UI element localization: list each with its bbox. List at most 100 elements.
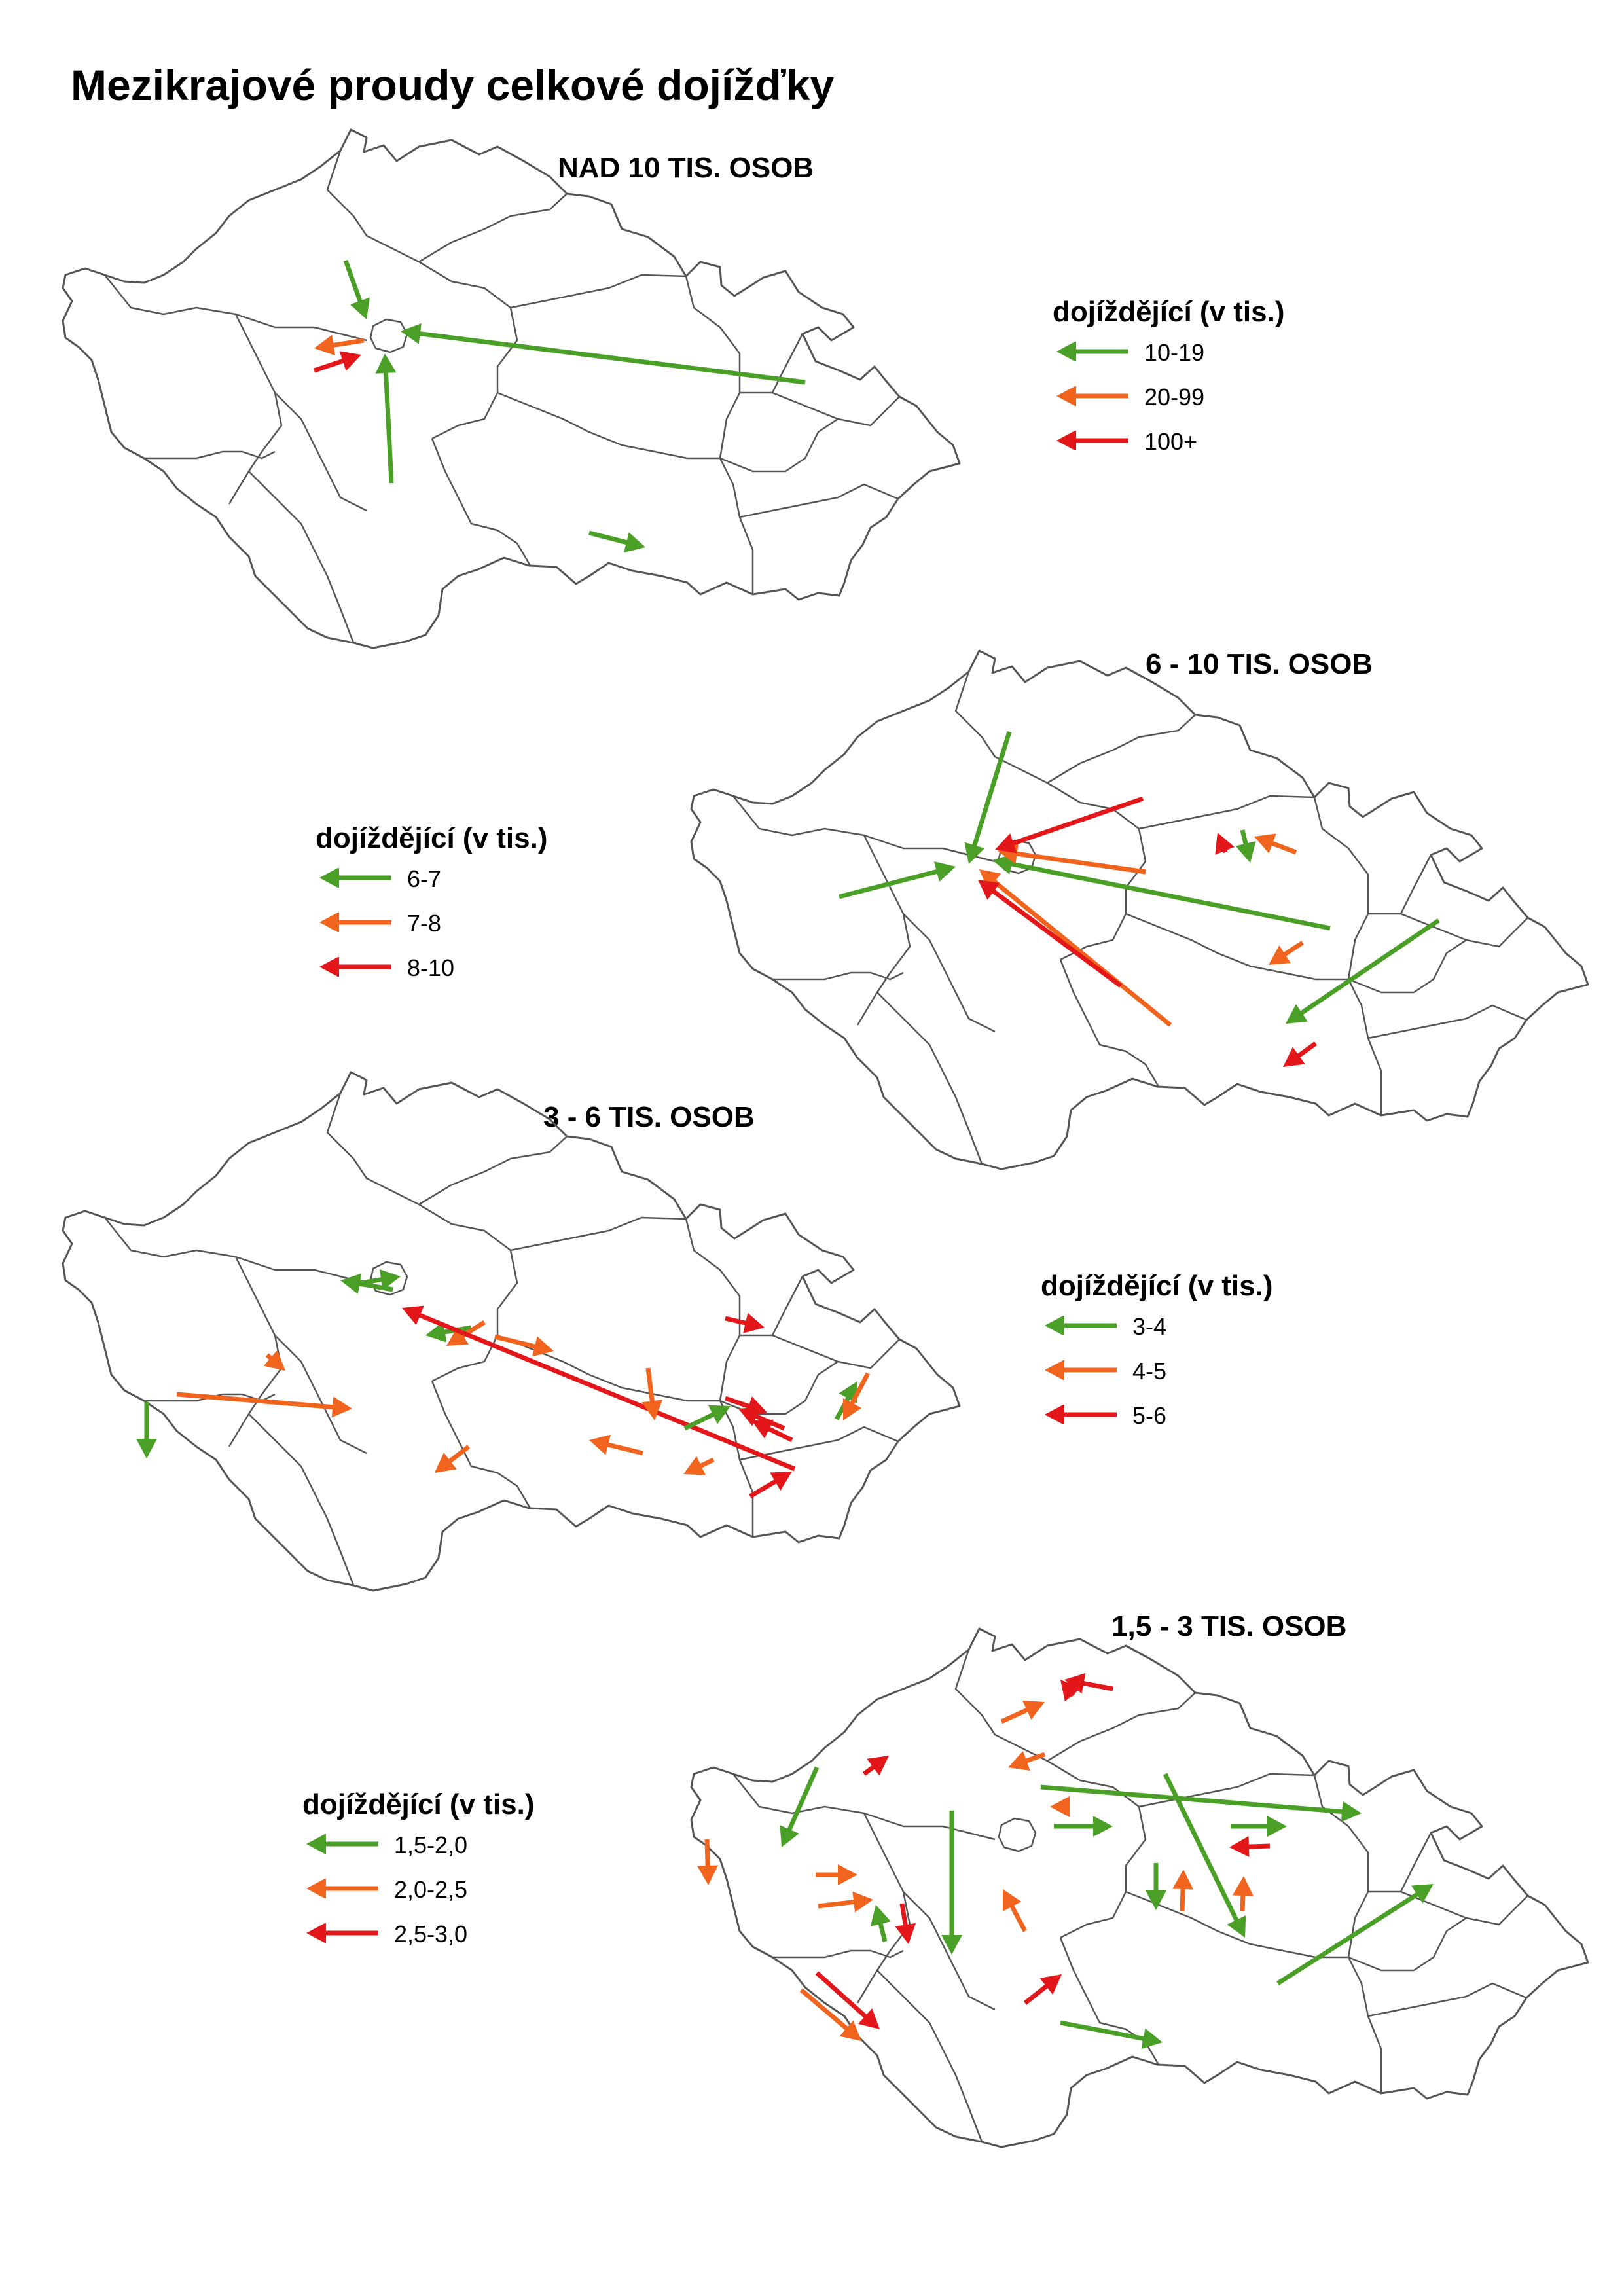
legend-item: 5-6 [1041,1400,1273,1444]
region-border [510,274,687,309]
region-border [235,313,367,342]
flow-arrow [641,1367,663,1420]
legend-label: 2,0-2,5 [394,1876,468,1903]
region-border [740,391,900,427]
region-border [144,450,276,460]
region-border [685,276,754,594]
region-border [740,1334,900,1369]
flow-arrow [343,259,370,319]
legend-title: dojíždějící (v tis.) [1041,1270,1273,1302]
flow-arrow [1232,1876,1254,1912]
flow-arrow [1040,1784,1362,1822]
flow-arrow [683,1456,715,1475]
flow-arrow [306,1834,378,1854]
region-border [719,1360,839,1415]
flow-arrow [1064,1672,1113,1694]
region-border [771,333,804,393]
flow-arrow [1286,918,1440,1024]
flow-arrow [749,1472,792,1499]
region-border [1399,1832,1432,1892]
legend-item: 10-19 [1053,336,1285,381]
map-panel-4 [690,1627,1589,2148]
flow-arrow [306,1879,378,1898]
legend-panel-3: dojíždějící (v tis.) 3-4 4-5 5-6 [1041,1270,1273,1444]
region-border [248,1413,355,1586]
region-border [1348,1917,1467,1972]
arrow-left-icon [306,1923,378,1943]
region-border [732,1773,911,2004]
region-border [274,392,367,512]
region-border [739,483,899,518]
flow-arrow [964,731,1012,864]
flow-arrow [1056,431,1128,450]
region-border [451,193,568,244]
flow-arrow [1023,1974,1062,2005]
map-panel-4-flows [697,1672,1434,2050]
flow-arrow [1276,1884,1434,1985]
flow-arrow [319,957,391,977]
region-border [274,1335,367,1455]
region-border [903,1891,996,2011]
arrow-left-icon [306,1834,378,1854]
legend-item: 8-10 [316,952,548,996]
flow-arrow [588,530,645,553]
flow-arrow [1060,2020,1163,2050]
region-border [732,795,911,1026]
arrow-left-icon [306,1879,378,1898]
flow-arrow [979,869,1172,1027]
region-border [1313,797,1382,1115]
arrow-left-icon [1045,1360,1117,1380]
legend-label: 2,5-3,0 [394,1921,468,1947]
region-border [719,418,839,473]
flow-arrow [1056,386,1128,406]
flow-arrow [895,1903,916,1944]
panel-1-title: NAD 10 TIS. OSOB [558,152,814,184]
country-outline [690,649,1589,1170]
flow-arrow [306,1923,378,1943]
arrow-left-icon [1056,431,1128,450]
legend-label: 20-99 [1144,384,1205,410]
map-panel-1 [62,128,961,649]
arrow-left-icon [319,868,391,888]
flow-arrow [314,334,365,356]
flow-arrow [870,1905,891,1942]
flow-arrow [1269,941,1304,965]
panel-4-title: 1,5 - 3 TIS. OSOB [1111,1610,1347,1642]
flow-arrow [494,1334,554,1357]
arrow-left-icon [1045,1405,1117,1424]
flow-arrow [401,323,806,385]
flow-arrow [1163,1773,1246,1938]
flow-arrow [1056,342,1128,361]
legend-label: 4-5 [1132,1358,1167,1384]
flow-arrow [1002,1889,1028,1932]
region-border [1367,1004,1527,1039]
panel-2-title: 6 - 10 TIS. OSOB [1146,648,1373,680]
legend-panel-4: dojíždějící (v tis.) 1,5-2,0 2,0-2,5 2,5… [302,1788,535,1962]
flow-arrow [1172,1870,1194,1912]
legend-item: 4-5 [1041,1355,1273,1400]
flow-arrow [1229,1836,1271,1858]
flow-arrow [319,868,391,888]
flow-arrow [435,1445,471,1473]
region-border [739,1426,899,1461]
flow-arrow [1045,1360,1117,1380]
region-border [1138,1773,1315,1808]
map-panel-2 [690,649,1589,1170]
flow-arrow [136,1402,157,1458]
page-title: Mezikrajové proudy celkové dojížďky [71,61,835,109]
legend-label: 3-4 [1132,1313,1167,1340]
flow-arrow [818,1891,873,1913]
region-border [104,1217,283,1447]
flow-arrow [1231,1816,1287,1837]
region-border [771,1276,804,1336]
flow-arrow [816,1864,857,1885]
panel-3-title: 3 - 6 TIS. OSOB [543,1101,755,1133]
region-border [1047,1760,1147,1939]
region-border [863,1812,996,1841]
flow-arrow [780,1766,820,1847]
flow-arrow [1000,1700,1045,1724]
flow-arrow [992,854,1331,931]
country-outline [62,128,961,649]
country-outline [62,1071,961,1592]
